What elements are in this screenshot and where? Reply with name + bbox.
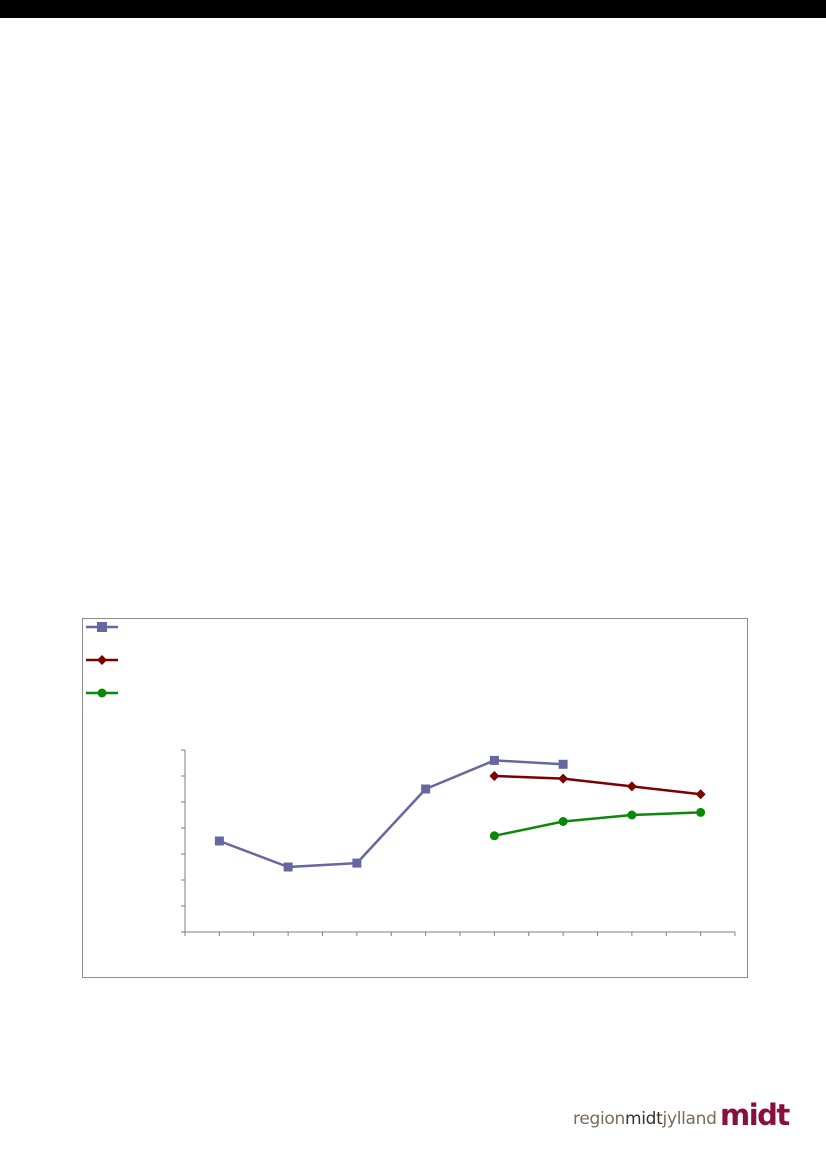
series-2-point (558, 773, 569, 784)
series-2 (489, 771, 706, 800)
series-1-point (489, 755, 499, 765)
series-1-point (558, 759, 568, 769)
legend-entry-2 (86, 655, 118, 665)
logo-mark: midt (720, 1098, 790, 1132)
legend (86, 622, 118, 698)
series-3-point (696, 807, 706, 817)
series-3-point (627, 810, 637, 820)
chart-axes (181, 749, 736, 936)
series-2-point (489, 771, 500, 781)
chart-frame (82, 618, 748, 978)
region-midtjylland-logo: regionmidtjylland midt (573, 1098, 798, 1138)
series-1-point (421, 784, 431, 794)
series-3-point (558, 817, 568, 826)
series-1-point (214, 836, 224, 846)
legend-swatch-marker (97, 688, 107, 698)
series-3 (489, 807, 706, 841)
series-1-point (283, 862, 293, 872)
series-2-point (626, 781, 637, 792)
series-1-line (218, 759, 564, 869)
legend-entry-1 (86, 622, 118, 632)
chart-series (214, 755, 706, 872)
series-2-line (494, 774, 701, 796)
series-1-point (352, 858, 362, 868)
series-1 (214, 755, 568, 872)
legend-swatch-marker (97, 622, 107, 632)
legend-entry-3 (86, 688, 118, 698)
legend-swatch-marker (97, 655, 107, 665)
series-2-point (695, 789, 706, 800)
line-chart (86, 622, 736, 936)
series-3-line (494, 811, 701, 838)
top-bar (0, 0, 826, 18)
series-3-point (489, 831, 499, 841)
logo-wordmark: regionmidtjylland (573, 1109, 717, 1129)
